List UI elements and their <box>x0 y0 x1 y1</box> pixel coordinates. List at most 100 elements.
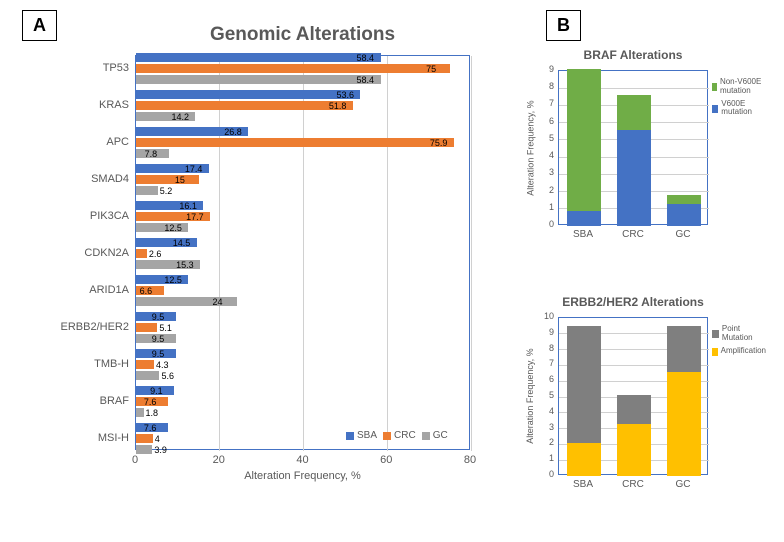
bar <box>136 64 450 73</box>
category-label: TMB-H <box>60 358 129 370</box>
legend-item: Amplification <box>712 347 766 356</box>
bar-segment <box>667 195 701 204</box>
y-tick-label: 10 <box>538 311 554 321</box>
y-tick-label: 0 <box>538 219 554 229</box>
category-label: ARID1A <box>60 284 129 296</box>
bar-value-label: 5.6 <box>161 371 174 381</box>
bar-segment <box>617 395 651 423</box>
category-label: GC <box>658 479 708 490</box>
legend: Point Mutation Amplification <box>712 325 772 360</box>
category-label: PIK3CA <box>60 210 129 222</box>
y-tick-label: 2 <box>538 185 554 195</box>
bar-segment <box>617 95 651 129</box>
category-label: BRAF <box>60 395 129 407</box>
panel-b-label: B <box>546 10 581 41</box>
bar-value-label: 17.4 <box>185 164 203 174</box>
bar-value-label: 9.5 <box>152 349 165 359</box>
bar <box>136 75 381 84</box>
bar-value-label: 17.7 <box>186 212 204 222</box>
y-tick-label: 3 <box>538 167 554 177</box>
category-label: CRC <box>608 229 658 240</box>
bar-value-label: 3.9 <box>154 445 167 455</box>
legend-item: CRC <box>383 430 416 441</box>
x-tick-label: 60 <box>371 454 401 466</box>
braf-alterations-chart: BRAF Alterations0123456789Alteration Fre… <box>520 48 770 248</box>
y-tick-label: 8 <box>538 343 554 353</box>
bar-value-label: 16.1 <box>179 201 197 211</box>
bar-segment <box>617 424 651 476</box>
y-tick-label: 6 <box>538 374 554 384</box>
bar-value-label: 12.5 <box>164 223 182 233</box>
y-tick-label: 2 <box>538 437 554 447</box>
bar-segment <box>667 372 701 476</box>
bar-value-label: 15.3 <box>176 260 194 270</box>
y-tick-label: 7 <box>538 358 554 368</box>
y-tick-label: 1 <box>538 453 554 463</box>
bar-value-label: 5.2 <box>160 186 173 196</box>
category-label: CRC <box>608 479 658 490</box>
bar-segment <box>667 204 701 226</box>
x-tick-label: 20 <box>204 454 234 466</box>
y-tick-label: 8 <box>538 81 554 91</box>
y-axis-title: Alteration Frequency, % <box>525 70 535 225</box>
category-label: CDKN2A <box>60 247 129 259</box>
bar-value-label: 14.2 <box>171 112 189 122</box>
y-tick-label: 3 <box>538 422 554 432</box>
legend-item: Non-V600E mutation <box>712 78 766 96</box>
bar-segment <box>567 69 601 210</box>
category-label: SBA <box>558 479 608 490</box>
category-label: MSI-H <box>60 432 129 444</box>
erbb2-her2-alterations-chart: ERBB2/HER2 Alterations012345678910Altera… <box>520 295 770 505</box>
y-tick-label: 5 <box>538 390 554 400</box>
bar <box>136 371 159 380</box>
x-tick-label: 40 <box>288 454 318 466</box>
bar <box>136 408 144 417</box>
bar <box>136 249 147 258</box>
legend-item: GC <box>422 430 448 441</box>
bar-value-label: 58.4 <box>357 75 375 85</box>
y-tick-label: 0 <box>538 469 554 479</box>
bar-value-label: 75 <box>426 64 436 74</box>
chart-title: BRAF Alterations <box>558 48 708 62</box>
y-axis-title: Alteration Frequency, % <box>525 317 535 475</box>
category-label: APC <box>60 136 129 148</box>
bar-value-label: 5.1 <box>159 323 172 333</box>
x-tick-label: 80 <box>455 454 485 466</box>
y-tick-label: 6 <box>538 116 554 126</box>
bar-value-label: 15 <box>175 175 185 185</box>
plot-area <box>558 317 708 475</box>
x-tick-label: 0 <box>120 454 150 466</box>
genomic-alterations-chart: Genomic Alterations58.47558.453.651.814.… <box>60 20 480 520</box>
bar-value-label: 7.6 <box>144 397 157 407</box>
y-tick-label: 1 <box>538 202 554 212</box>
legend: Non-V600E mutationV600E mutation <box>712 78 772 121</box>
y-tick-label: 9 <box>538 64 554 74</box>
bar-value-label: 7.8 <box>145 149 158 159</box>
bar-value-label: 2.6 <box>149 249 162 259</box>
bar-segment <box>567 326 601 443</box>
bar-segment <box>617 130 651 226</box>
plot-area: 58.47558.453.651.814.226.875.97.817.4155… <box>135 55 470 450</box>
bar-value-label: 51.8 <box>329 101 347 111</box>
bar-value-label: 6.6 <box>140 286 153 296</box>
bar-value-label: 4.3 <box>156 360 169 370</box>
y-tick-label: 4 <box>538 150 554 160</box>
bar-value-label: 75.9 <box>430 138 448 148</box>
bar <box>136 434 153 443</box>
bar-value-label: 14.5 <box>173 238 191 248</box>
bar-segment <box>567 211 601 227</box>
bar <box>136 445 152 454</box>
bar-value-label: 7.6 <box>144 423 157 433</box>
category-label: KRAS <box>60 99 129 111</box>
bar <box>136 138 454 147</box>
chart-title: ERBB2/HER2 Alterations <box>558 295 708 309</box>
panel-a-label: A <box>22 10 57 41</box>
bar <box>136 360 154 369</box>
bar <box>136 90 360 99</box>
category-label: GC <box>658 229 708 240</box>
category-label: SBA <box>558 229 608 240</box>
legend-item: Point Mutation <box>712 325 766 343</box>
bar <box>136 101 353 110</box>
bar <box>136 175 199 184</box>
legend-item: SBA <box>346 430 377 441</box>
